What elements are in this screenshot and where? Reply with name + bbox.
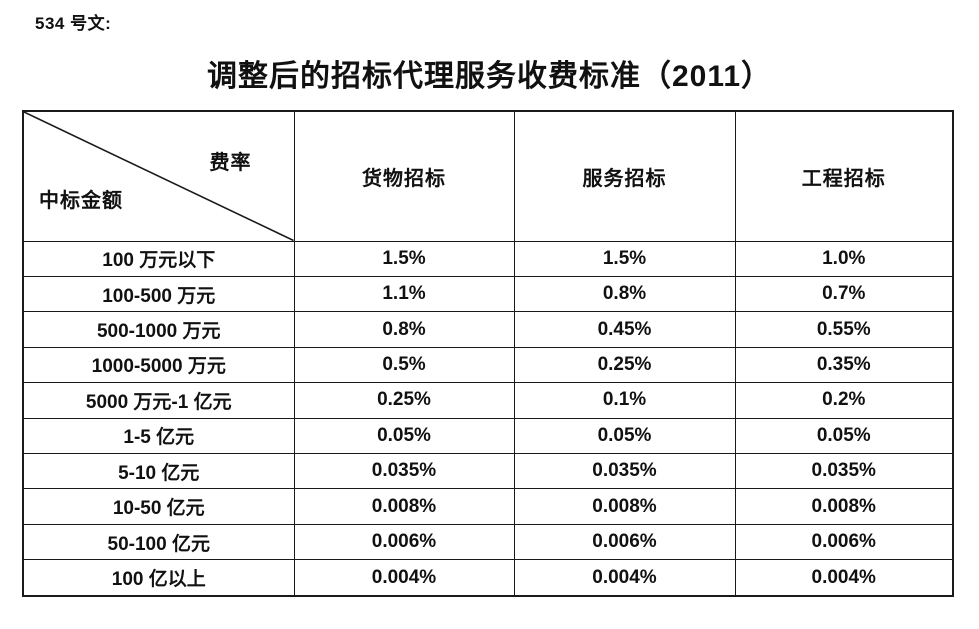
amount-cell: 1-5 亿元 xyxy=(22,417,295,455)
rate-cell: 1.0% xyxy=(734,240,954,277)
table-row: 50-100 亿元 0.006% 0.006% 0.006% xyxy=(22,523,954,561)
table-row: 1-5 亿元 0.05% 0.05% 0.05% xyxy=(22,417,954,455)
corner-bid-amount-label: 中标金额 xyxy=(39,190,123,212)
rate-cell: 1.1% xyxy=(293,275,515,313)
amount-cell: 500-1000 万元 xyxy=(22,311,295,348)
amount-cell: 100-500 万元 xyxy=(22,275,295,313)
amount-cell: 5000 万元-1 亿元 xyxy=(22,382,295,419)
rate-cell: 0.035% xyxy=(734,453,954,490)
rate-cell: 0.004% xyxy=(293,559,515,597)
rate-cell: 0.006% xyxy=(513,523,736,561)
rate-cell: 0.25% xyxy=(513,346,736,384)
table-row: 10-50 亿元 0.008% 0.008% 0.008% xyxy=(22,488,954,525)
column-header-engineering: 工程招标 xyxy=(734,110,954,242)
rate-cell: 0.05% xyxy=(513,417,736,455)
rate-cell: 1.5% xyxy=(513,240,736,277)
table-row: 100 亿以上 0.004% 0.004% 0.004% xyxy=(22,559,954,597)
rate-cell: 0.008% xyxy=(293,488,515,525)
rate-cell: 0.05% xyxy=(734,417,954,455)
rate-cell: 0.25% xyxy=(293,382,515,419)
rate-cell: 0.05% xyxy=(293,417,515,455)
amount-cell: 100 亿以上 xyxy=(22,559,295,597)
fee-standard-table: 费率 中标金额 货物招标 服务招标 工程招标 100 万元以下 1.5% 1.5… xyxy=(22,110,954,597)
table-row: 5-10 亿元 0.035% 0.035% 0.035% xyxy=(22,453,954,490)
table-row: 1000-5000 万元 0.5% 0.25% 0.35% xyxy=(22,346,954,384)
rate-cell: 0.45% xyxy=(513,311,736,348)
table-row: 100-500 万元 1.1% 0.8% 0.7% xyxy=(22,275,954,313)
rate-cell: 0.035% xyxy=(293,453,515,490)
amount-cell: 5-10 亿元 xyxy=(22,453,295,490)
rate-cell: 0.008% xyxy=(734,488,954,525)
table-row: 5000 万元-1 亿元 0.25% 0.1% 0.2% xyxy=(22,382,954,419)
rate-cell: 0.006% xyxy=(734,523,954,561)
doc-number-label: 534 号文: xyxy=(35,14,112,33)
rate-cell: 0.8% xyxy=(293,311,515,348)
rate-cell: 0.7% xyxy=(734,275,954,313)
rate-cell: 0.8% xyxy=(513,275,736,313)
table-row: 100 万元以下 1.5% 1.5% 1.0% xyxy=(22,240,954,277)
column-header-goods: 货物招标 xyxy=(293,110,515,242)
amount-cell: 10-50 亿元 xyxy=(22,488,295,525)
rate-cell: 1.5% xyxy=(293,240,515,277)
diagonal-line xyxy=(24,112,293,240)
table-row: 500-1000 万元 0.8% 0.45% 0.55% xyxy=(22,311,954,348)
header-row: 费率 中标金额 货物招标 服务招标 工程招标 xyxy=(22,110,954,242)
rate-cell: 0.55% xyxy=(734,311,954,348)
diagonal-corner-cell: 费率 中标金额 xyxy=(22,110,295,242)
rate-cell: 0.004% xyxy=(734,559,954,597)
amount-cell: 50-100 亿元 xyxy=(22,523,295,561)
rate-cell: 0.2% xyxy=(734,382,954,419)
rate-cell: 0.35% xyxy=(734,346,954,384)
page-title: 调整后的招标代理服务收费标准（2011） xyxy=(206,60,773,93)
amount-cell: 100 万元以下 xyxy=(22,240,295,277)
rate-cell: 0.004% xyxy=(513,559,736,597)
amount-cell: 1000-5000 万元 xyxy=(22,346,295,384)
column-header-services: 服务招标 xyxy=(513,110,736,242)
rate-cell: 0.1% xyxy=(513,382,736,419)
rate-cell: 0.008% xyxy=(513,488,736,525)
rate-cell: 0.5% xyxy=(293,346,515,384)
corner-fee-rate-label: 费率 xyxy=(209,152,252,174)
rate-cell: 0.035% xyxy=(513,453,736,490)
rate-cell: 0.006% xyxy=(293,523,515,561)
